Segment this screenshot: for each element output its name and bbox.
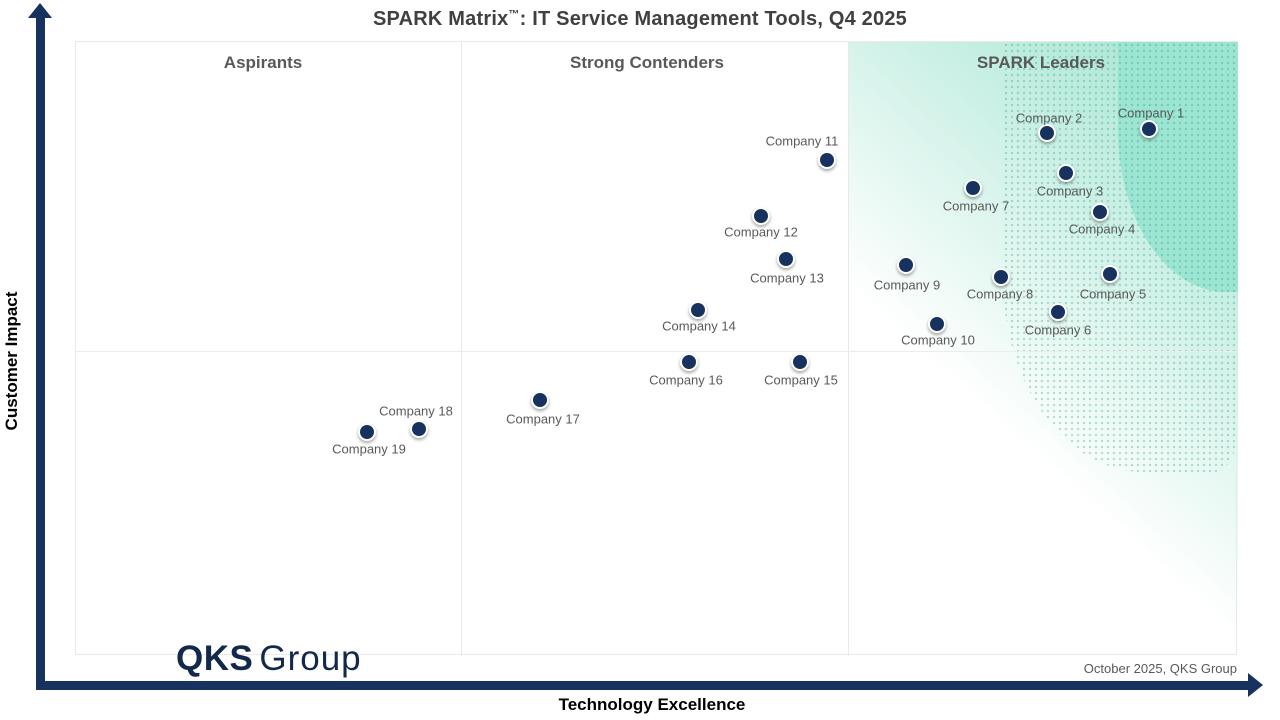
company-dot: [1091, 203, 1109, 221]
title-rest: : IT Service Management Tools, Q4 2025: [519, 8, 907, 30]
company-label: Company 12: [724, 224, 798, 240]
company-dot: [777, 250, 795, 268]
company-label: Company 14: [662, 318, 736, 334]
company-label: Company 13: [750, 270, 824, 286]
company-dot: [1101, 265, 1119, 283]
company-dot: [818, 151, 836, 169]
company-dot: [410, 420, 428, 438]
y-axis-label: Customer Impact: [2, 291, 21, 431]
company-dot: [531, 391, 549, 409]
company-label: Company 5: [1079, 286, 1147, 302]
y-axis-line: [36, 16, 45, 690]
x-axis-arrowhead-icon: [1248, 673, 1263, 697]
company-dot: [992, 268, 1010, 286]
company-label: Company 4: [1068, 221, 1136, 237]
x-axis-line: [36, 681, 1252, 690]
company-dot: [928, 315, 946, 333]
y-axis-arrowhead-icon: [28, 3, 52, 18]
zone-label-spark-leaders: SPARK Leaders: [976, 53, 1106, 72]
company-dot: [897, 256, 915, 274]
qks-group-logo: QKS Group: [176, 639, 362, 679]
company-dot: [964, 179, 982, 197]
zone-label-aspirants: Aspirants: [223, 53, 303, 72]
matrix-plot-area: Aspirants Strong Contenders SPARK Leader…: [75, 41, 1238, 678]
company-label: Company 6: [1024, 322, 1092, 338]
company-label: Company 7: [942, 198, 1010, 214]
trademark-symbol: ™: [508, 8, 520, 21]
company-label: Company 8: [966, 286, 1034, 302]
company-label: Company 19: [332, 441, 406, 457]
leaders-gradient-background: [848, 42, 1238, 656]
company-label: Company 16: [649, 372, 723, 388]
company-dot: [358, 423, 376, 441]
logo-text-regular: Group: [259, 639, 362, 678]
dotted-texture: [1003, 42, 1238, 472]
company-label: Company 10: [901, 332, 975, 348]
company-dot: [680, 353, 698, 371]
zone-label-strong-contenders: Strong Contenders: [570, 53, 724, 72]
company-dot: [752, 207, 770, 225]
page-title: SPARK Matrix™: IT Service Management Too…: [0, 8, 1280, 31]
company-label: Company 18: [379, 403, 453, 419]
company-label: Company 15: [764, 372, 838, 388]
company-label: Company 9: [873, 277, 941, 293]
title-main: SPARK Matrix: [373, 8, 509, 30]
company-label: Company 11: [765, 133, 839, 149]
company-dot: [791, 353, 809, 371]
company-label: Company 3: [1036, 183, 1104, 199]
company-dot: [1049, 303, 1067, 321]
logo-text-bold: QKS: [176, 639, 254, 678]
x-axis-label: Technology Excellence: [558, 695, 746, 714]
company-label: Company 17: [506, 411, 580, 427]
company-dot: [1057, 164, 1075, 182]
quadrant-divider-right: [848, 42, 849, 656]
company-label: Company 1: [1117, 105, 1185, 121]
publication-date-note: October 2025, QKS Group: [1083, 661, 1237, 676]
company-dot: [1140, 120, 1158, 138]
company-dot: [1038, 124, 1056, 142]
company-label: Company 2: [1015, 110, 1083, 126]
quadrant-divider-left: [461, 42, 462, 656]
company-dot: [689, 301, 707, 319]
quadrant-divider-horizontal: [76, 351, 1238, 352]
